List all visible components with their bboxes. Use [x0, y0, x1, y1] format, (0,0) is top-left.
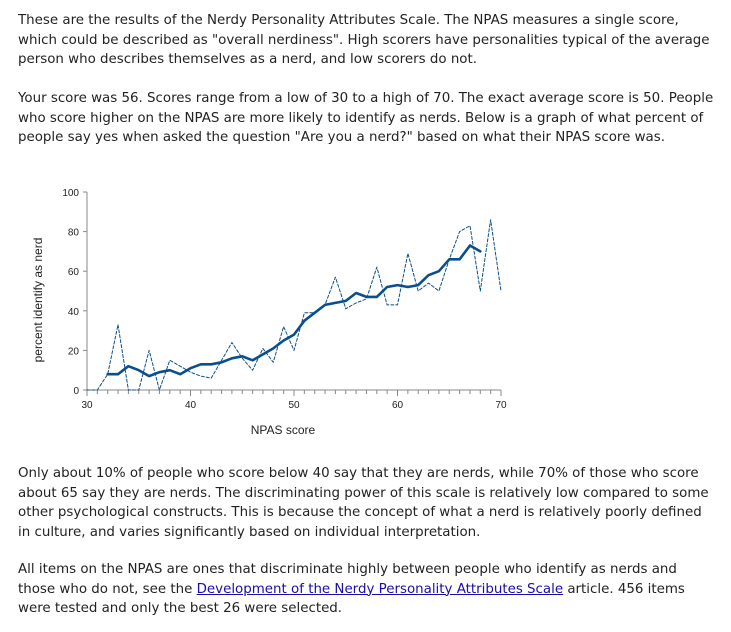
- items-text-before: All items on the NPAS are ones that disc…: [18, 562, 677, 597]
- x-tick-label: 70: [495, 400, 507, 411]
- x-tick-label: 30: [81, 400, 93, 411]
- intro-paragraph: These are the results of the Nerdy Perso…: [18, 13, 710, 67]
- x-tick-label: 40: [185, 400, 197, 411]
- y-tick-label: 40: [68, 307, 80, 318]
- y-tick-label: 100: [62, 188, 79, 199]
- interpretation-paragraph: Only about 10% of people who score below…: [18, 466, 709, 540]
- y-tick-label: 20: [68, 346, 80, 357]
- npas-chart: 0 20 40 60 80 100 30 40 50 60 70 NPAS score percen…: [31, 188, 507, 437]
- development-article-link[interactable]: Development of the Nerdy Personality Att…: [196, 581, 564, 597]
- y-axis-label: percent identify as nerd: [31, 238, 45, 363]
- chart-ticks: 0 20 40 60 80 100 30 40 50 60 70: [62, 188, 507, 411]
- items-text-after: article. 456 items were tested and only …: [18, 581, 685, 617]
- smoothed-percent-line: [106, 244, 482, 378]
- items-paragraph: All items on the NPAS are ones that disc…: [18, 560, 718, 619]
- raw-percent-line: [86, 219, 502, 391]
- chart-series: [86, 219, 502, 391]
- x-tick-label: 60: [392, 400, 404, 411]
- x-axis-label: NPAS score: [251, 423, 316, 437]
- score-paragraph: Your score was 56. Scores range from a l…: [18, 91, 714, 145]
- y-tick-label: 60: [68, 267, 80, 278]
- y-tick-label: 80: [68, 228, 80, 239]
- chart-axes: [86, 192, 501, 391]
- x-tick-label: 50: [288, 400, 300, 411]
- y-tick-label: 0: [73, 386, 79, 397]
